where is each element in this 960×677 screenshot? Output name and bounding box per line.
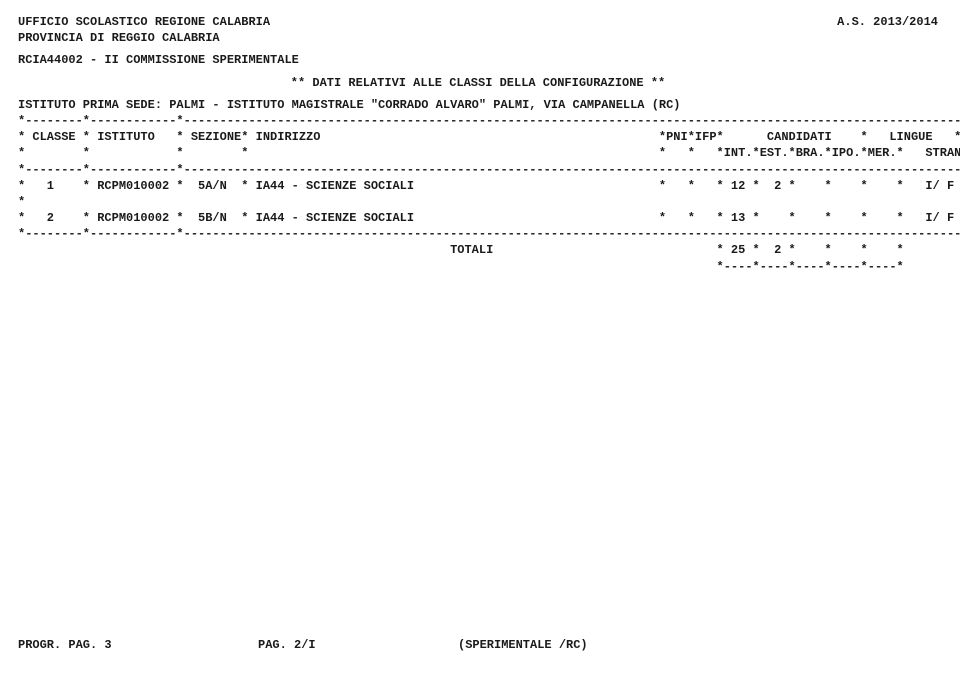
table-header-2: * * * * * * *INT.*EST.*BRA.*IPO.*MER.* S… <box>18 145 942 161</box>
school-year: A.S. 2013/2014 <box>837 14 938 30</box>
table-row: * 2 * RCPM010002 * 5B/N * IA44 - SCIENZE… <box>18 210 942 226</box>
table-sep-mid: *--------*------------*-----------------… <box>18 162 942 178</box>
institute-line: ISTITUTO PRIMA SEDE: PALMI - ISTITUTO MA… <box>18 97 942 113</box>
office-name: UFFICIO SCOLASTICO REGIONE CALABRIA <box>18 14 270 30</box>
table-sep-top: *--------*------------*-----------------… <box>18 113 942 129</box>
table-totali-sep: *----*----*----*----*----* <box>18 259 942 275</box>
table-row-blank: * * <box>18 194 942 210</box>
table-header-1: * CLASSE * ISTITUTO * SEZIONE* INDIRIZZO… <box>18 129 942 145</box>
footer-progr: PROGR. PAG. 3 <box>18 637 258 653</box>
province: PROVINCIA DI REGGIO CALABRIA <box>18 30 942 46</box>
footer-pag: PAG. 2/I <box>258 637 458 653</box>
section-subtitle: ** DATI RELATIVI ALLE CLASSI DELLA CONFI… <box>18 75 938 91</box>
table-row: * 1 * RCPM010002 * 5A/N * IA44 - SCIENZE… <box>18 178 942 194</box>
table-totali: TOTALI * 25 * 2 * * * * <box>18 242 942 258</box>
commission-code: RCIA44002 - II COMMISSIONE SPERIMENTALE <box>18 52 942 68</box>
footer-note: (SPERIMENTALE /RC) <box>458 637 588 653</box>
footer: PROGR. PAG. 3 PAG. 2/I (SPERIMENTALE /RC… <box>18 637 938 653</box>
table-sep-bottom: *--------*------------*-----------------… <box>18 226 942 242</box>
